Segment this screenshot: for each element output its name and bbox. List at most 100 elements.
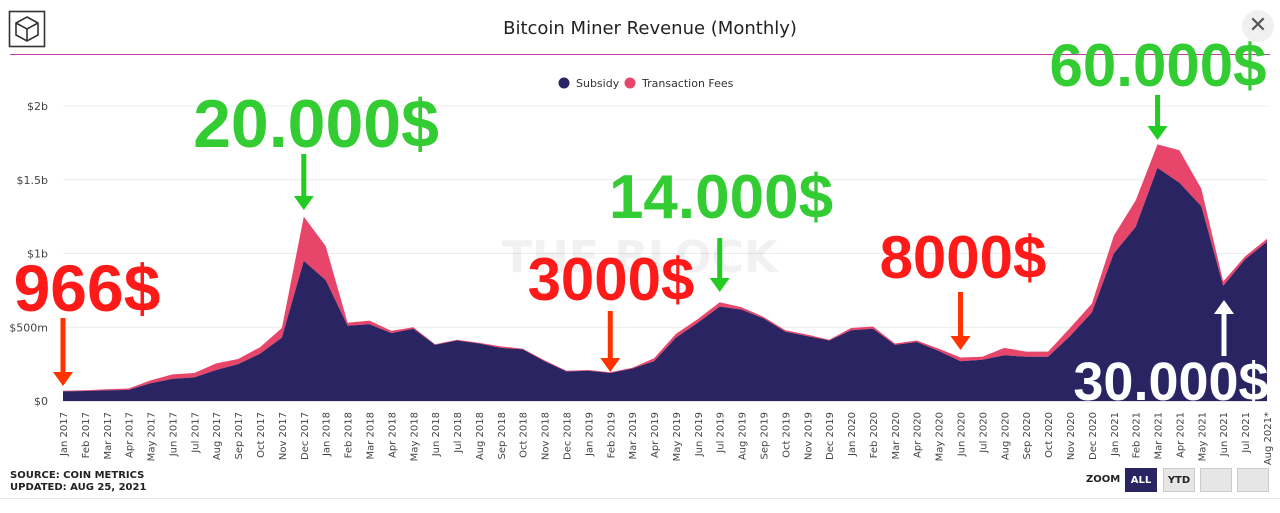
- x-tick-label: Feb 2019: [606, 412, 617, 458]
- legend: Subsidy Transaction Fees: [558, 77, 734, 90]
- annotation-60000-label: 60.000$: [1050, 32, 1267, 99]
- y-tick-label: $2b: [27, 100, 48, 113]
- zoom-ytd-button[interactable]: YTD: [1163, 468, 1195, 492]
- the-block-logo-icon[interactable]: [8, 10, 46, 48]
- source-text: SOURCE: COIN METRICS: [10, 470, 145, 481]
- zoom-label: ZOOM: [1086, 474, 1121, 485]
- x-tick-label: Dec 2020: [1088, 412, 1099, 460]
- x-tick-label: Jul 2020: [978, 412, 989, 454]
- x-tick-label: Apr 2018: [387, 412, 398, 458]
- title-divider: [10, 54, 1270, 55]
- annotation-30000-label: 30.000$: [1073, 352, 1268, 412]
- watermark: THE BLOCK: [502, 232, 780, 283]
- x-tick-label: May 2019: [672, 412, 683, 461]
- x-tick-label: Oct 2018: [519, 412, 530, 458]
- miner-revenue-chart: $0 $500m $1b $1.5b $2b THE BLOCK Jan 2017 Feb…: [9, 32, 1274, 465]
- close-button[interactable]: ✕: [1242, 10, 1274, 42]
- x-tick-label: Jun 2017: [168, 412, 179, 457]
- x-tick-label: Feb 2017: [81, 412, 92, 458]
- annotations: 966$ 20.000$ 3000$ 14.000$ 8000$ 60.000$ 30.00…: [14, 32, 1269, 412]
- zoom-range-button-3[interactable]: [1200, 468, 1232, 492]
- x-tick-label: Apr 2021: [1175, 412, 1186, 458]
- x-tick-label: Dec 2018: [562, 412, 573, 460]
- x-tick-label: Nov 2018: [541, 412, 552, 460]
- source-note: SOURCE: COIN METRICS UPDATED: AUG 25, 20…: [10, 470, 146, 494]
- x-tick-label: Nov 2020: [1066, 412, 1077, 460]
- area-series: [63, 144, 1267, 401]
- x-tick-label: Apr 2020: [913, 412, 924, 458]
- annotation-3000-label: 3000$: [528, 246, 695, 313]
- legend-label-transaction-fees[interactable]: Transaction Fees: [641, 77, 734, 90]
- annotation-20000-arrow-head: [293, 196, 314, 210]
- x-tick-label: Aug 2019: [738, 412, 749, 460]
- x-tick-label: Jun 2020: [957, 412, 968, 457]
- annotation-14000-arrow-head: [709, 278, 730, 292]
- x-tick-label: Apr 2017: [125, 412, 136, 458]
- x-tick-label: Nov 2019: [803, 412, 814, 460]
- x-tick-label: Aug 2018: [475, 412, 486, 460]
- x-tick-label: May 2021: [1197, 412, 1208, 461]
- x-tick-label: Mar 2019: [628, 412, 639, 460]
- x-tick-label: Nov 2017: [278, 412, 289, 460]
- x-tick-label: Aug 2020: [1000, 412, 1011, 460]
- x-tick-label: Mar 2017: [103, 412, 114, 460]
- y-tick-label: $0: [34, 395, 48, 408]
- legend-label-subsidy[interactable]: Subsidy: [576, 77, 620, 90]
- x-tick-label: Mar 2021: [1154, 412, 1165, 460]
- legend-swatch-subsidy[interactable]: [558, 77, 570, 89]
- x-tick-label: May 2018: [409, 412, 420, 461]
- x-tick-label: Sep 2020: [1022, 412, 1033, 459]
- x-tick-label: Dec 2017: [300, 412, 311, 460]
- x-tick-label: Jul 2018: [453, 412, 464, 454]
- x-tick-label: Jul 2017: [190, 412, 201, 454]
- x-tick-label: Jun 2018: [431, 412, 442, 457]
- x-tick-label: Aug 2021*: [1263, 412, 1274, 465]
- annotation-3000-arrow-head: [600, 358, 621, 372]
- annotation-60000-arrow-head: [1147, 126, 1168, 140]
- x-tick-label: Jan 2021: [1110, 412, 1121, 457]
- x-tick-label: Feb 2018: [344, 412, 355, 458]
- annotation-966-label: 966$: [14, 251, 161, 325]
- x-axis-ticks: Jan 2017 Feb 2017 Mar 2017 Apr 2017 May 2017…: [59, 412, 1274, 465]
- x-tick-label: Oct 2020: [1044, 412, 1055, 458]
- zoom-range-button-4[interactable]: [1237, 468, 1269, 492]
- x-tick-label: Apr 2019: [650, 412, 661, 458]
- x-tick-label: Sep 2018: [497, 412, 508, 459]
- x-tick-label: Jun 2021: [1219, 412, 1230, 457]
- x-tick-label: Feb 2021: [1132, 412, 1143, 458]
- y-tick-label: $1.5b: [17, 174, 48, 187]
- x-tick-label: Mar 2020: [891, 412, 902, 460]
- x-tick-label: May 2020: [935, 412, 946, 461]
- annotation-20000-label: 20.000$: [193, 86, 439, 162]
- x-tick-label: Jan 2019: [584, 412, 595, 457]
- x-tick-label: Sep 2017: [234, 412, 245, 459]
- annotation-30000-arrow-head: [1214, 300, 1234, 314]
- x-tick-label: Dec 2019: [825, 412, 836, 460]
- x-tick-label: Mar 2018: [365, 412, 376, 460]
- footer-divider: [0, 498, 1280, 499]
- x-tick-label: Oct 2019: [781, 412, 792, 458]
- chart-title: Bitcoin Miner Revenue (Monthly): [503, 18, 797, 39]
- x-tick-label: Feb 2020: [869, 412, 880, 458]
- x-tick-label: May 2017: [147, 412, 158, 461]
- x-tick-label: Oct 2017: [256, 412, 267, 458]
- annotation-14000-label: 14.000$: [609, 163, 833, 232]
- y-axis-ticks: $0 $500m $1b $1.5b $2b: [9, 100, 48, 408]
- x-tick-label: Jul 2021: [1241, 412, 1252, 454]
- series-subsidy-area: [63, 167, 1267, 401]
- zoom-all-button[interactable]: ALL: [1125, 468, 1157, 492]
- x-tick-label: Sep 2019: [760, 412, 771, 459]
- y-tick-label: $1b: [27, 248, 48, 261]
- x-tick-label: Jan 2018: [322, 412, 333, 457]
- legend-swatch-transaction-fees[interactable]: [624, 77, 636, 89]
- updated-text: UPDATED: AUG 25, 2021: [10, 482, 147, 493]
- annotation-8000-label: 8000$: [880, 224, 1047, 291]
- y-tick-label: $500m: [9, 321, 48, 334]
- x-tick-label: Jan 2017: [59, 412, 70, 457]
- x-tick-label: Aug 2017: [212, 412, 223, 460]
- annotation-966-arrow-head: [53, 372, 73, 386]
- x-tick-label: Jan 2020: [847, 412, 858, 457]
- x-tick-label: Jul 2019: [716, 412, 727, 454]
- x-tick-label: Jun 2019: [694, 412, 705, 457]
- annotation-8000-arrow-head: [950, 336, 971, 350]
